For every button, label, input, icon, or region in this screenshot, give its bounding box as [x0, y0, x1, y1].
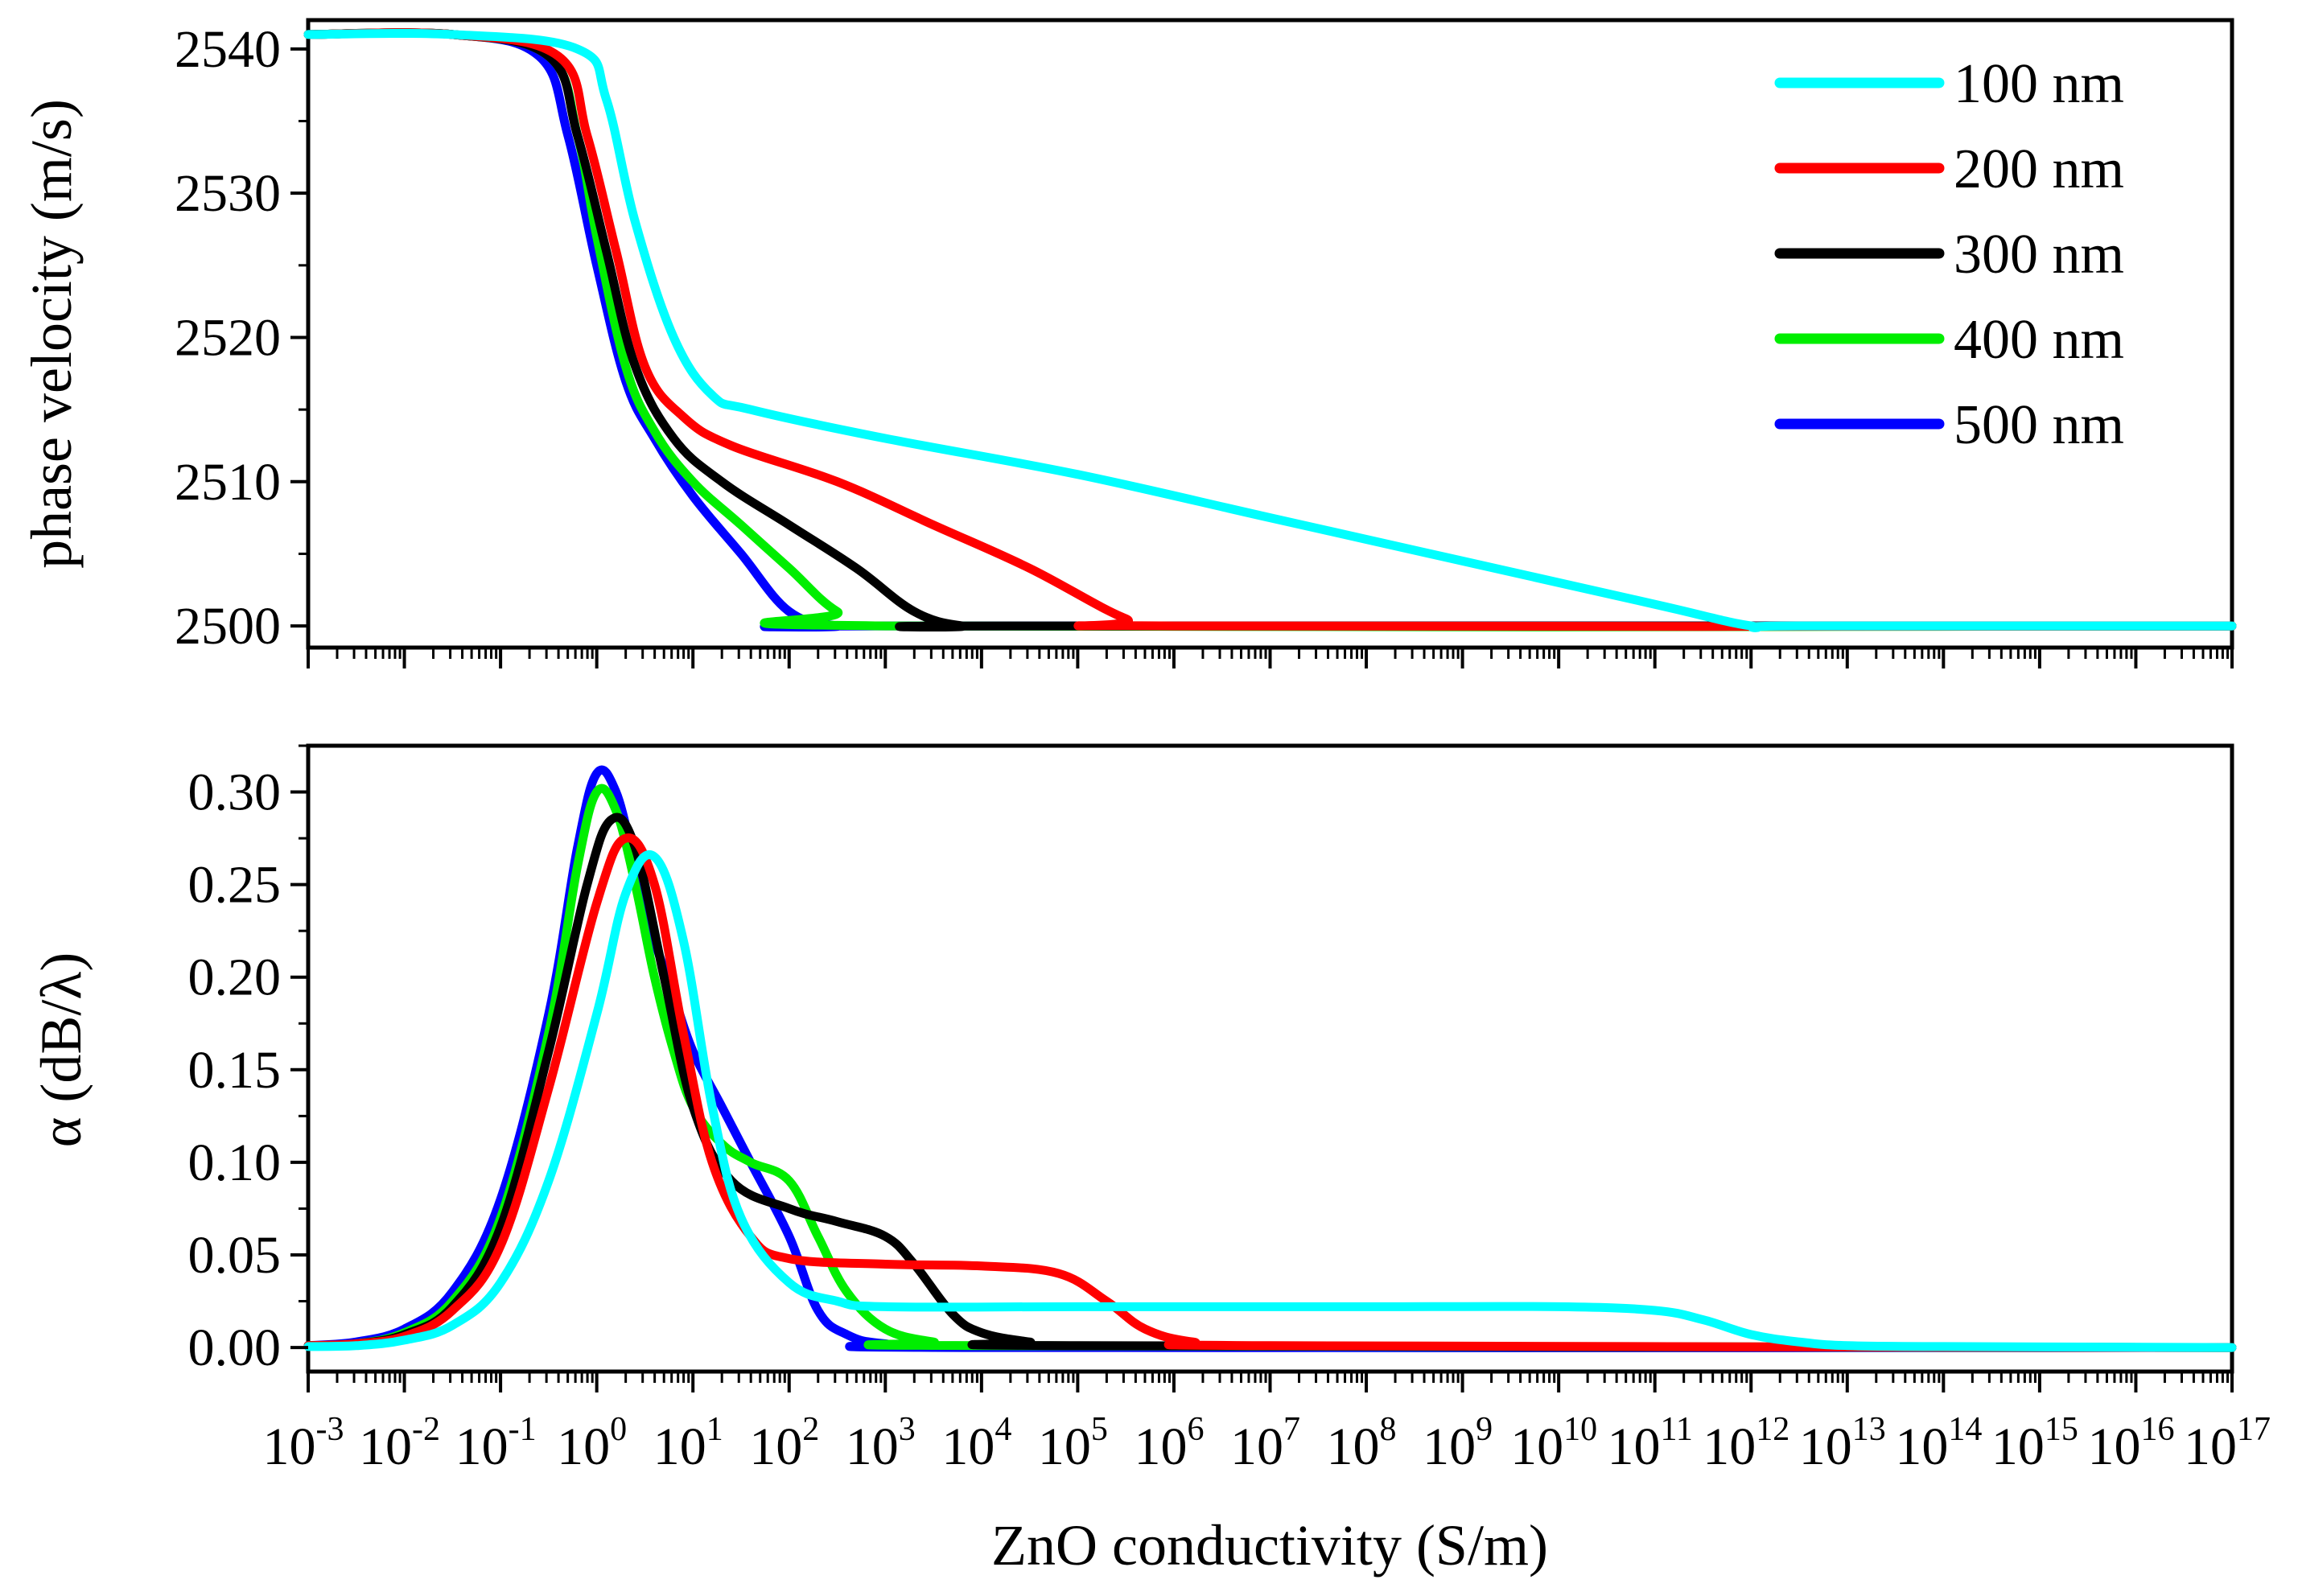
- velocity-series-line-300nm: [303, 28, 2237, 632]
- x-tick-label: 109: [1423, 1411, 1493, 1476]
- x-tick-label: 1013: [1799, 1411, 1886, 1476]
- attenuation-series-group: [303, 765, 2237, 1352]
- velocity-series-line-100nm: [303, 28, 2237, 632]
- x-axis-title: ZnO conductivity (S/m): [991, 1513, 1548, 1577]
- attenuation-y-ticks: 0.00 0.05 0.10 0.15 0.20 0.25 0.30: [188, 744, 308, 1377]
- x-tick-label: 108: [1327, 1411, 1397, 1476]
- x-tick-label: 1016: [2087, 1411, 2174, 1476]
- x-tick-label: 10-2: [359, 1411, 440, 1476]
- x-tick-label: 1010: [1510, 1411, 1597, 1476]
- x-tick-label: 105: [1038, 1411, 1108, 1476]
- x-tick-label: 1014: [1895, 1411, 1982, 1476]
- attenuation-x-tick-labels: 10-3 10-2 10-1 100 101 102 103 104 105 106 107 108 1…: [263, 1411, 2271, 1476]
- legend-label: 300 nm: [1954, 224, 2124, 286]
- x-tick-label: 1011: [1607, 1411, 1692, 1476]
- x-tick-label: 10-3: [263, 1411, 344, 1476]
- x-tick-label: 1015: [1991, 1411, 2078, 1476]
- velocity-plot-frame: [306, 18, 2234, 650]
- velocity-series-line-400nm: [303, 28, 2237, 632]
- velocity-x-ticks: [307, 648, 2234, 668]
- velocity-series-group: [303, 28, 2237, 632]
- velocity-panel: 2500 2510 2520 2530 2540 phase velocity (m/s…: [19, 18, 2237, 668]
- attenuation-series-line-200nm: [303, 833, 2237, 1352]
- attenuation-y-axis-title: α (dB/λ): [29, 952, 93, 1148]
- velocity-y-tick-label: 2500: [175, 597, 281, 656]
- attenuation-series-line-100nm: [303, 850, 2237, 1352]
- attenuation-y-tick-label: 0.25: [188, 856, 282, 915]
- x-tick-label: 1012: [1703, 1411, 1789, 1476]
- velocity-y-ticks: 2500 2510 2520 2530 2540: [175, 20, 308, 656]
- velocity-y-tick-label: 2510: [175, 453, 281, 512]
- x-tick-label: 100: [557, 1411, 627, 1476]
- x-tick-label: 103: [846, 1411, 916, 1476]
- velocity-series-line-500nm: [303, 28, 2237, 632]
- velocity-series-line-200nm: [303, 28, 2237, 631]
- attenuation-y-tick-label: 0.20: [188, 948, 282, 1007]
- attenuation-panel: 0.00 0.05 0.10 0.15 0.20 0.25 0.30 10-3 10-2 10-…: [29, 743, 2271, 1577]
- velocity-y-tick-label: 2530: [175, 164, 281, 223]
- attenuation-y-tick-label: 0.05: [188, 1226, 282, 1285]
- legend: 100 nm 200 nm 300 nm 400 nm 500 nm: [1774, 53, 2124, 456]
- legend-label: 200 nm: [1954, 138, 2124, 200]
- x-tick-label: 106: [1134, 1411, 1204, 1476]
- attenuation-y-tick-label: 0.30: [188, 763, 282, 822]
- x-tick-label: 10-1: [455, 1411, 537, 1476]
- x-tick-label: 107: [1230, 1411, 1300, 1476]
- attenuation-y-tick-label: 0.00: [188, 1318, 282, 1377]
- velocity-y-tick-label: 2520: [175, 308, 281, 367]
- x-tick-label: 1017: [2184, 1411, 2271, 1476]
- legend-label: 100 nm: [1954, 53, 2124, 115]
- attenuation-x-ticks: [307, 1372, 2234, 1392]
- legend-label: 500 nm: [1954, 394, 2124, 456]
- x-tick-label: 104: [941, 1411, 1011, 1476]
- attenuation-y-tick-label: 0.15: [188, 1041, 282, 1100]
- velocity-y-tick-label: 2540: [175, 20, 281, 79]
- legend-label: 400 nm: [1954, 309, 2124, 371]
- velocity-y-axis-title: phase velocity (m/s): [19, 99, 84, 569]
- attenuation-series-line-400nm: [303, 784, 2237, 1352]
- attenuation-y-tick-label: 0.10: [188, 1133, 282, 1192]
- x-tick-label: 102: [749, 1411, 819, 1476]
- x-tick-label: 101: [653, 1411, 723, 1476]
